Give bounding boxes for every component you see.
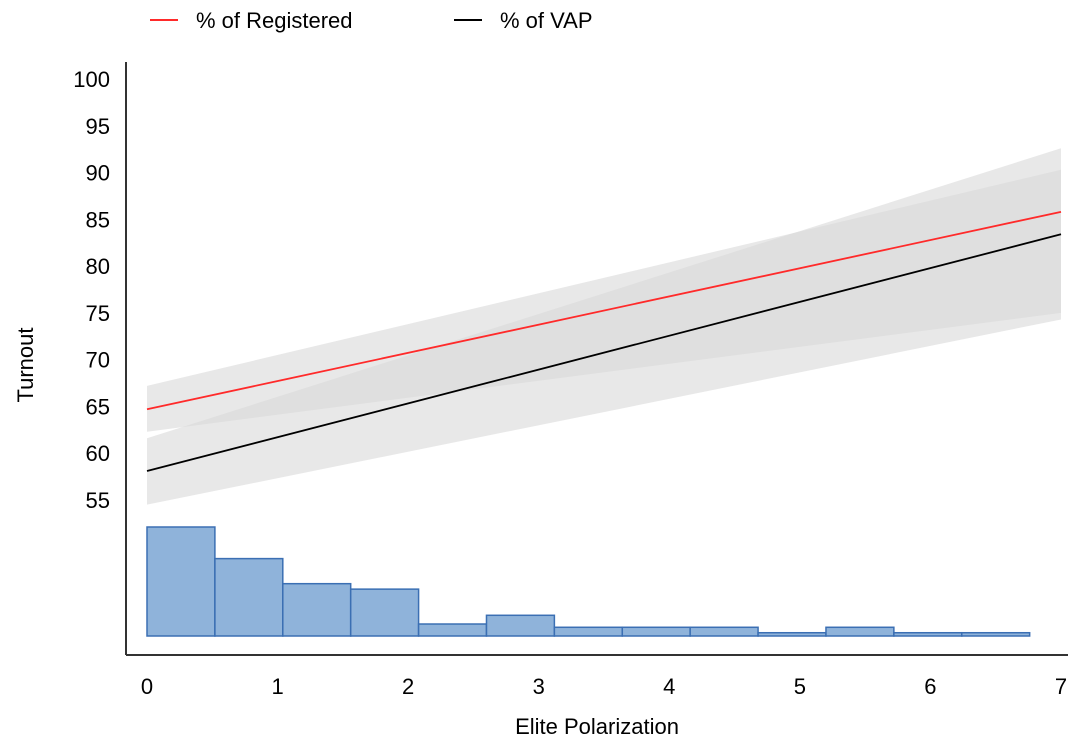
series-line-1: [146, 233, 1062, 472]
y-tick-label: 100: [73, 67, 110, 92]
y-tick-label: 65: [86, 394, 110, 419]
y-tick-label: 60: [86, 441, 110, 466]
histogram-bar: [349, 588, 420, 637]
y-tick-label: 90: [86, 161, 110, 186]
y-axis-title: Turnout: [13, 327, 38, 402]
x-tick-label: 2: [402, 674, 414, 699]
y-tick-label: 85: [86, 207, 110, 232]
histogram-bar: [893, 631, 963, 637]
histogram: [146, 526, 1031, 637]
series-line-0: [146, 210, 1062, 411]
y-tick-label: 75: [86, 301, 110, 326]
y-tick-labels: 55 60 65 70 75 80 85 90 95 100: [73, 67, 110, 513]
histogram-bar: [417, 623, 488, 637]
x-tick-label: 6: [924, 674, 936, 699]
y-tick-label: 70: [86, 348, 110, 373]
histogram-bar: [689, 626, 759, 637]
histogram-bar: [553, 626, 624, 637]
confidence-bands: [147, 148, 1061, 505]
x-tick-label: 1: [271, 674, 283, 699]
y-tick-label: 80: [86, 254, 110, 279]
histogram-bar: [282, 582, 352, 637]
y-tick-label: 95: [86, 114, 110, 139]
fit-lines: [146, 210, 1062, 472]
x-tick-label: 3: [533, 674, 545, 699]
x-tick-label: 7: [1055, 674, 1067, 699]
histogram-bar: [485, 614, 556, 637]
histogram-bar: [621, 626, 691, 637]
x-tick-label: 4: [663, 674, 675, 699]
legend: % of Registered % of VAP: [150, 8, 593, 33]
x-tick-label: 0: [141, 674, 153, 699]
legend-label-registered: % of Registered: [196, 8, 353, 33]
ci-band-1: [147, 148, 1061, 505]
x-tick-label: 5: [794, 674, 806, 699]
histogram-bar: [961, 631, 1031, 637]
legend-label-vap: % of VAP: [500, 8, 593, 33]
histogram-bar: [146, 526, 216, 637]
x-axis-title: Elite Polarization: [515, 714, 679, 739]
x-tick-labels: 0 1 2 3 4 5 6 7: [141, 674, 1067, 699]
axes: [125, 62, 1068, 656]
histogram-bar: [757, 631, 827, 637]
y-tick-label: 55: [86, 488, 110, 513]
histogram-bar: [214, 557, 284, 637]
histogram-bar: [825, 626, 895, 637]
